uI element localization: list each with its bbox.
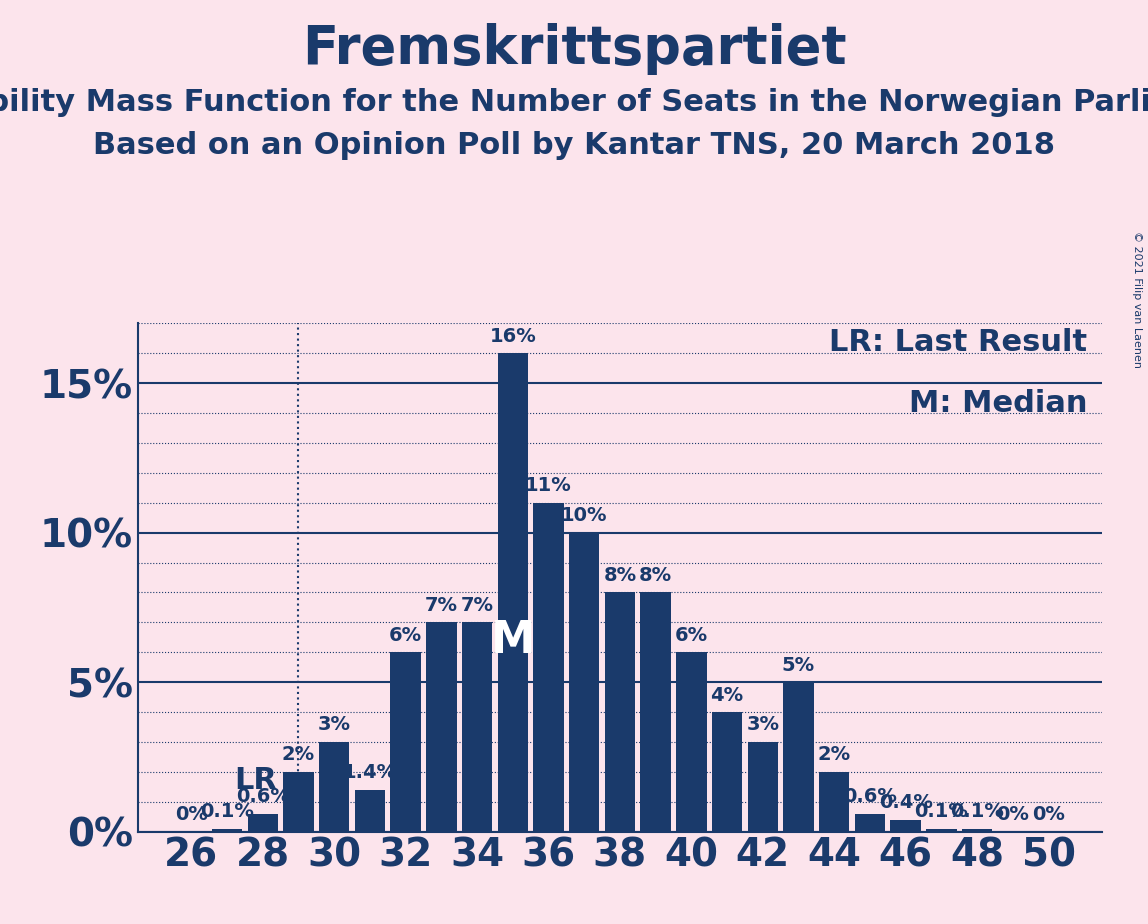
Bar <box>355 790 385 832</box>
Bar <box>712 712 743 832</box>
Text: 0.1%: 0.1% <box>915 802 968 821</box>
Bar <box>962 829 992 832</box>
Text: 0.6%: 0.6% <box>843 787 897 806</box>
Bar <box>284 772 313 832</box>
Text: 1.4%: 1.4% <box>343 763 397 783</box>
Text: LR: LR <box>234 766 277 796</box>
Bar <box>319 742 349 832</box>
Bar <box>497 353 528 832</box>
Text: 6%: 6% <box>675 626 708 645</box>
Text: Probability Mass Function for the Number of Seats in the Norwegian Parliament: Probability Mass Function for the Number… <box>0 88 1148 116</box>
Text: 0.1%: 0.1% <box>951 802 1004 821</box>
Text: LR: Last Result: LR: Last Result <box>830 328 1087 358</box>
Bar <box>783 682 814 832</box>
Bar <box>461 623 492 832</box>
Text: 0.1%: 0.1% <box>200 802 254 821</box>
Bar <box>819 772 850 832</box>
Text: 0%: 0% <box>996 805 1030 824</box>
Bar <box>605 592 635 832</box>
Text: 10%: 10% <box>561 506 607 525</box>
Bar <box>891 820 921 832</box>
Text: Based on an Opinion Poll by Kantar TNS, 20 March 2018: Based on an Opinion Poll by Kantar TNS, … <box>93 131 1055 160</box>
Bar <box>390 652 421 832</box>
Text: 7%: 7% <box>460 596 494 614</box>
Bar <box>855 814 885 832</box>
Text: M: Median: M: Median <box>909 390 1087 419</box>
Bar <box>926 829 956 832</box>
Text: M: M <box>490 619 535 662</box>
Text: 3%: 3% <box>318 715 350 735</box>
Bar <box>534 503 564 832</box>
Text: 0.4%: 0.4% <box>878 793 932 812</box>
Text: 2%: 2% <box>817 746 851 764</box>
Bar <box>212 829 242 832</box>
Text: 16%: 16% <box>489 327 536 346</box>
Text: 0%: 0% <box>1032 805 1065 824</box>
Text: 4%: 4% <box>711 686 744 704</box>
Text: 0.6%: 0.6% <box>235 787 289 806</box>
Text: 2%: 2% <box>282 746 315 764</box>
Text: 6%: 6% <box>389 626 422 645</box>
Text: 8%: 8% <box>604 566 636 585</box>
Text: 3%: 3% <box>746 715 779 735</box>
Text: 7%: 7% <box>425 596 458 614</box>
Bar <box>641 592 670 832</box>
Bar <box>747 742 778 832</box>
Bar <box>248 814 278 832</box>
Text: 8%: 8% <box>639 566 673 585</box>
Text: 5%: 5% <box>782 656 815 675</box>
Text: Fremskrittspartiet: Fremskrittspartiet <box>302 23 846 75</box>
Bar <box>426 623 457 832</box>
Bar <box>676 652 706 832</box>
Bar <box>569 532 599 832</box>
Text: 11%: 11% <box>525 476 572 495</box>
Text: 0%: 0% <box>174 805 208 824</box>
Text: © 2021 Filip van Laenen: © 2021 Filip van Laenen <box>1132 231 1142 368</box>
